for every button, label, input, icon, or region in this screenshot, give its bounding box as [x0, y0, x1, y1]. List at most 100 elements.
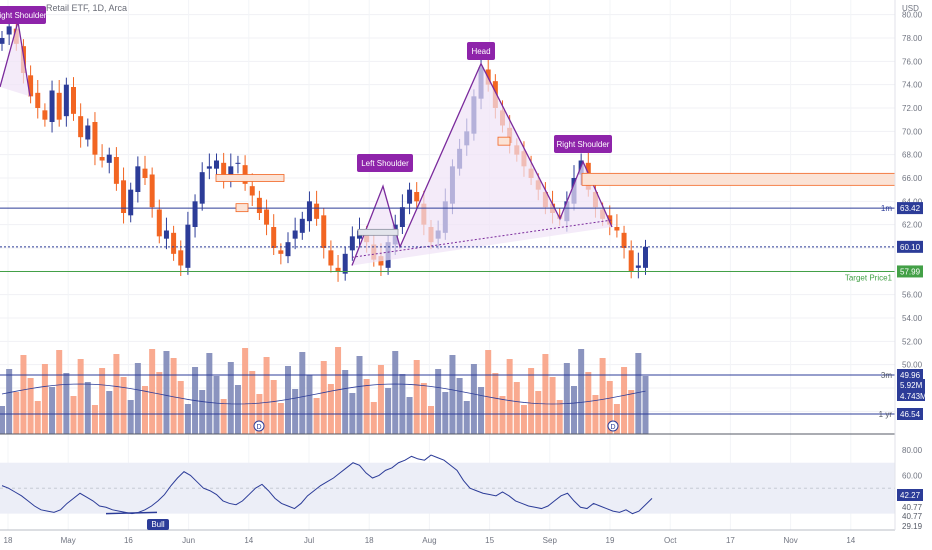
y-tick-label: 52.00 [902, 337, 923, 346]
volume-bar [306, 375, 313, 434]
volume-level-badge [897, 369, 923, 381]
volume-bar [163, 351, 170, 434]
volume-bar [363, 379, 370, 434]
y-tick-label: 54.00 [902, 314, 923, 323]
candle-body [299, 218, 305, 233]
volume-bar [6, 369, 13, 434]
candle-body [42, 110, 48, 120]
volume-bar [399, 374, 406, 434]
volume-bar [456, 378, 463, 434]
y-tick-label: 80.00 [902, 11, 923, 20]
candle-body [206, 166, 212, 169]
volume-bar [277, 403, 284, 434]
candle-body [71, 87, 76, 114]
x-tick-label: 19 [606, 536, 615, 545]
volume-bar [149, 349, 156, 434]
candle-body [221, 162, 227, 178]
volume-bar [91, 405, 98, 434]
y-tick-label: 74.00 [902, 81, 923, 90]
volume-bar [635, 353, 642, 434]
pattern-outline [351, 62, 613, 266]
volume-bar [13, 392, 20, 434]
x-tick-label: 14 [244, 536, 253, 545]
candle-body [292, 230, 298, 239]
rsi-tick-label: 80.00 [902, 446, 923, 455]
annotations: Right Shoulder Left Shoulder Head Right Sho… [0, 6, 612, 530]
dividend-marker [607, 420, 619, 432]
candle-body [256, 197, 262, 213]
x-tick-label: 14 [846, 536, 855, 545]
candle-body [249, 186, 255, 196]
volume-bar [370, 402, 377, 434]
level-badge [897, 265, 923, 278]
volume-bar [621, 367, 628, 434]
volume-bar [499, 396, 506, 434]
candle-body [614, 227, 620, 231]
pattern-badge-label: Left Shoulder [361, 159, 409, 168]
rsi-current-badge [897, 489, 923, 501]
volume-value-badge [897, 390, 925, 401]
zone-box [581, 172, 896, 186]
symbol-header: ... Retail ETF, 1D, Arca [36, 3, 128, 13]
candle-body [135, 166, 141, 192]
candle-body [635, 265, 641, 268]
volume-level-badge [897, 408, 923, 420]
volume-bar [156, 372, 163, 434]
volume-value-badge [897, 379, 925, 390]
volume-bar [249, 371, 256, 434]
dividend-marker [253, 420, 265, 432]
volume-bar [492, 373, 499, 434]
candle-body [278, 250, 284, 254]
candle-body [621, 232, 627, 248]
price-pane[interactable] [0, 15, 896, 282]
candle-body [128, 189, 134, 216]
level-badge-label: 63.42 [900, 204, 921, 213]
candle-body [264, 209, 270, 225]
volume-level-name: 1 yr [879, 410, 893, 419]
volume-value-label: 4.743M [900, 392, 927, 401]
pattern-badge [554, 135, 612, 153]
volume-bar [106, 391, 113, 434]
pattern-fill [0, 21, 30, 97]
volume-bar [478, 387, 485, 434]
volume-bar [242, 348, 249, 434]
y-tick-label: 64.00 [902, 197, 923, 206]
volume-bar [227, 362, 234, 434]
volume-bar [77, 359, 84, 434]
volume-bar [220, 399, 227, 434]
volume-bar [449, 355, 456, 434]
y-tick-label: 70.00 [902, 127, 923, 136]
dividend-marker-label: D [256, 424, 261, 431]
volume-bar [385, 388, 392, 434]
rsi-level-label: 40.77 [902, 503, 923, 512]
volume-bar [335, 347, 342, 434]
pattern-fill [352, 63, 612, 266]
volume-bar [406, 397, 413, 434]
volume-bar [556, 400, 563, 434]
level-badge [897, 202, 923, 215]
volume-bar [377, 365, 384, 434]
currency-label: USD [902, 4, 919, 13]
volume-bar [27, 378, 34, 434]
level-badge-label: 57.99 [900, 267, 921, 276]
rsi-level-label: 40.77 [902, 512, 923, 521]
volume-bar [234, 385, 241, 434]
volume-bar [63, 373, 70, 434]
candle-body [142, 168, 148, 178]
volume-bar [613, 404, 620, 434]
candle-body [192, 201, 198, 227]
volume-bar [628, 390, 635, 434]
candle-body [35, 92, 41, 108]
volume-bar [563, 363, 570, 434]
volume-bar [506, 359, 513, 434]
candle-body [335, 267, 341, 272]
candle-body [49, 90, 55, 122]
candle-body [0, 38, 5, 44]
volume-bar [70, 396, 77, 434]
rsi-pane [0, 454, 895, 515]
volume-bar [435, 369, 442, 434]
volume-bar [392, 351, 399, 434]
candle-body [214, 160, 219, 169]
